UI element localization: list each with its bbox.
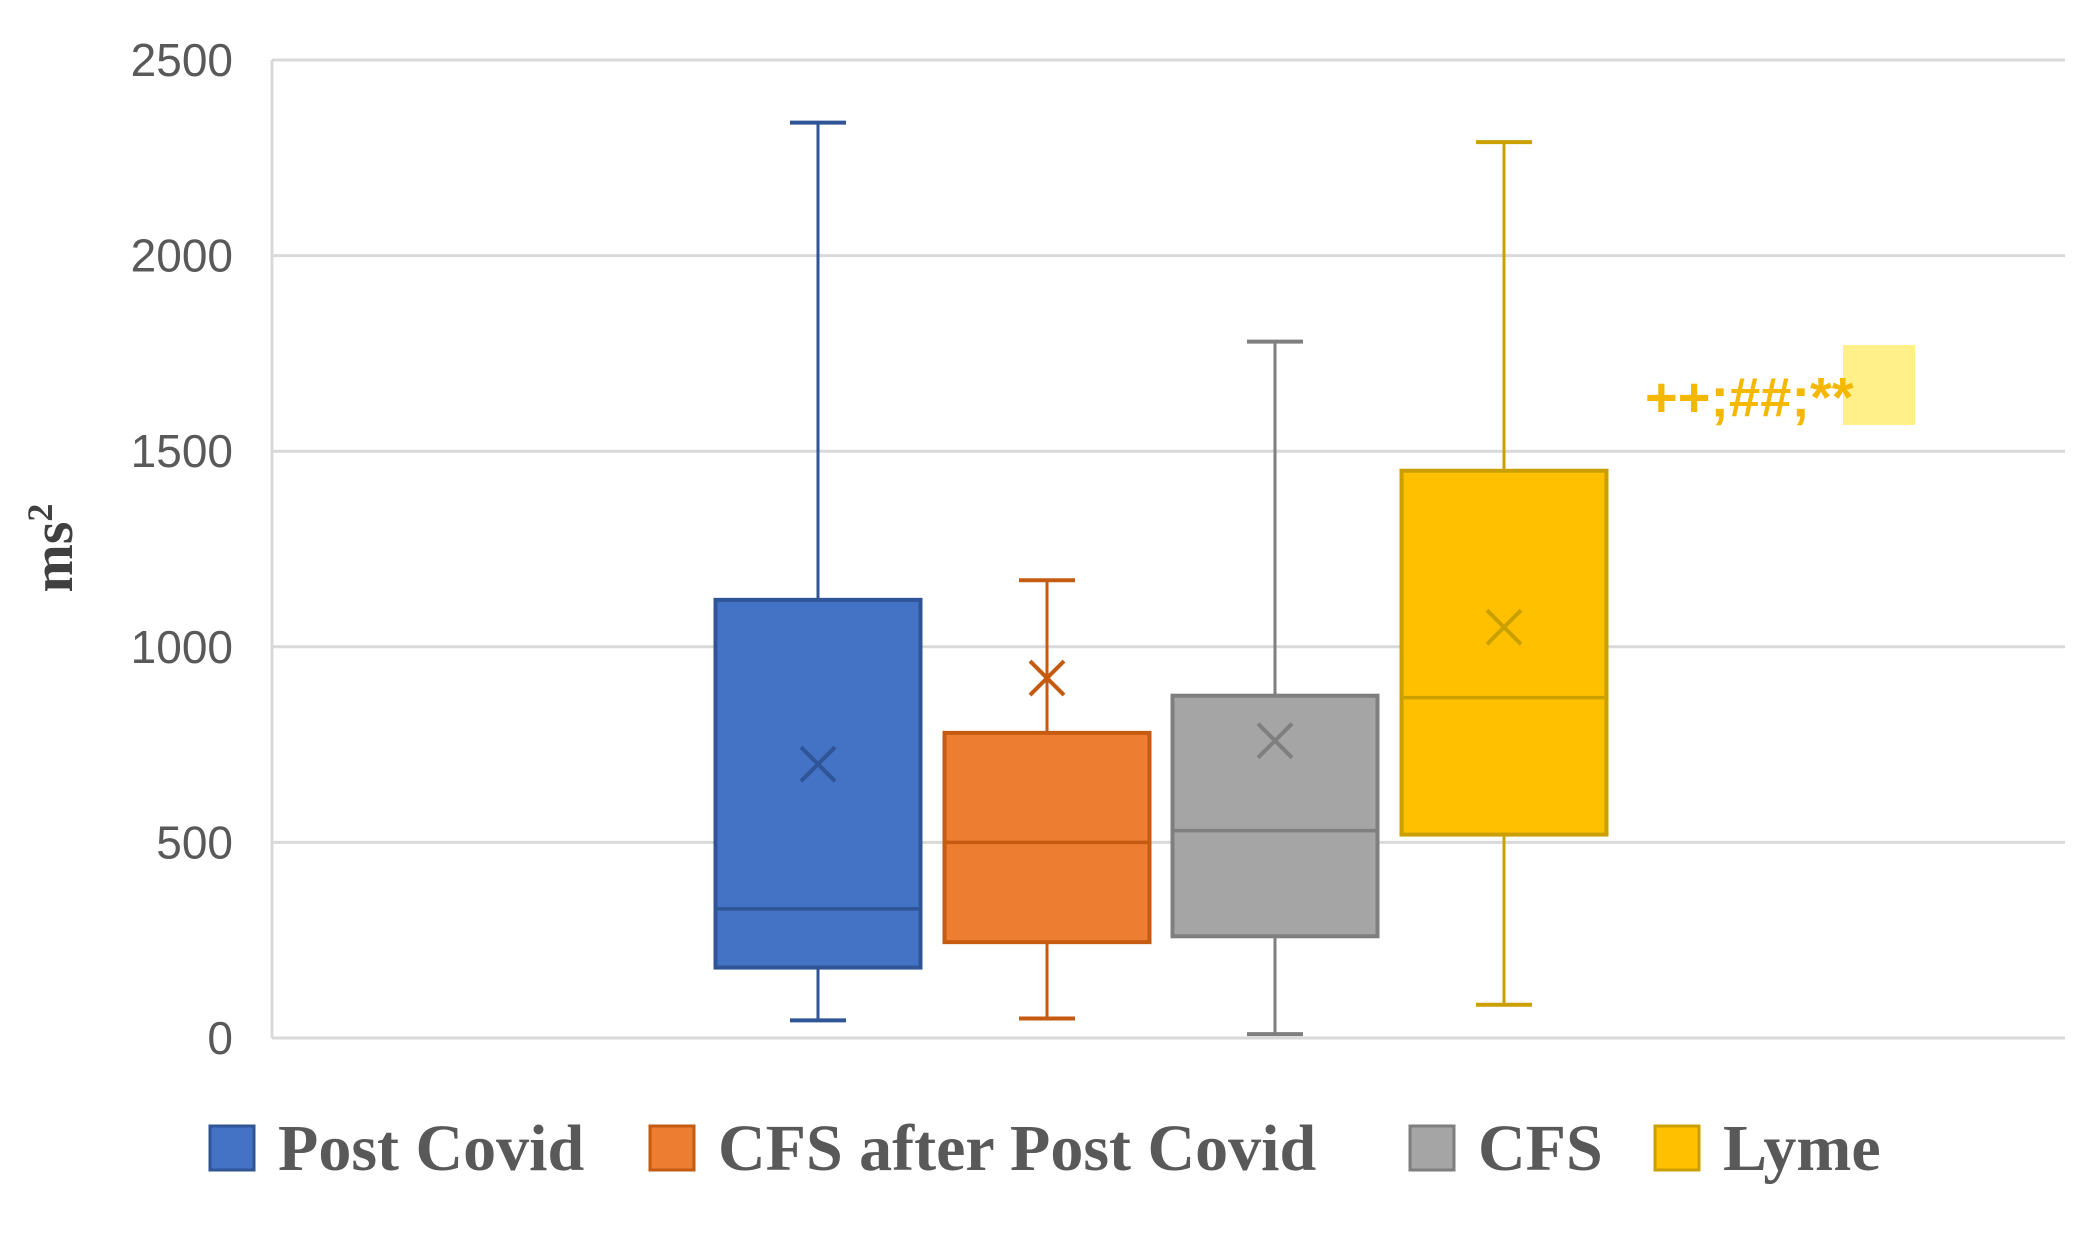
legend: Post Covid CFS after Post Covid CFS Lyme [208,1112,1881,1185]
y-tick-label: 2000 [131,230,233,282]
legend-item-lyme: Lyme [1653,1112,1881,1185]
mean-marker [1256,722,1294,760]
iqr-box [1170,693,1380,939]
legend-swatch [1653,1124,1701,1172]
annotation-plain-text: ++;##; [1645,365,1810,428]
box-series [713,120,1609,1037]
gridlines [270,58,2065,1040]
y-tick-label: 500 [156,816,233,868]
legend-item-cfs: CFS [1408,1112,1603,1185]
legend-label: CFS [1478,1112,1603,1185]
legend-label: Post Covid [278,1112,584,1185]
legend-swatch [208,1124,256,1172]
y-tick-label: 1500 [131,425,233,477]
legend-label: Lyme [1723,1112,1881,1185]
mean-marker [1485,608,1523,646]
significance-annotation: ++;##;** [1645,345,1915,428]
legend-item-post-covid: Post Covid [208,1112,584,1185]
box-post-covid [713,120,923,1023]
y-tick-label: 1000 [131,621,233,673]
mean-marker [799,745,837,783]
legend-item-cfs-after-post-covid: CFS after Post Covid [648,1112,1316,1185]
annotation-highlighted-text: ** [1810,365,1854,428]
mean-marker [1028,659,1066,697]
y-axis-tick-labels: 0 500 1000 1500 2000 2500 [131,34,233,1064]
iqr-box [1399,468,1609,837]
iqr-box [942,730,1152,945]
y-tick-label: 2500 [131,34,233,86]
y-axis-title: ms2 [20,504,85,593]
annotation-highlight [1843,345,1915,425]
y-axis-title-superscript: 2 [20,504,60,522]
legend-label: CFS after Post Covid [718,1112,1316,1185]
y-tick-label: 0 [207,1012,233,1064]
box-cfs-after-post-covid [942,578,1152,1021]
box-lyme [1399,140,1609,1007]
box-cfs [1170,339,1380,1037]
y-axis-title-unit: ms [20,522,85,593]
legend-swatch [648,1124,696,1172]
iqr-box [713,597,923,970]
legend-swatch [1408,1124,1456,1172]
annotation-text: ++;##;** [1645,365,1854,428]
